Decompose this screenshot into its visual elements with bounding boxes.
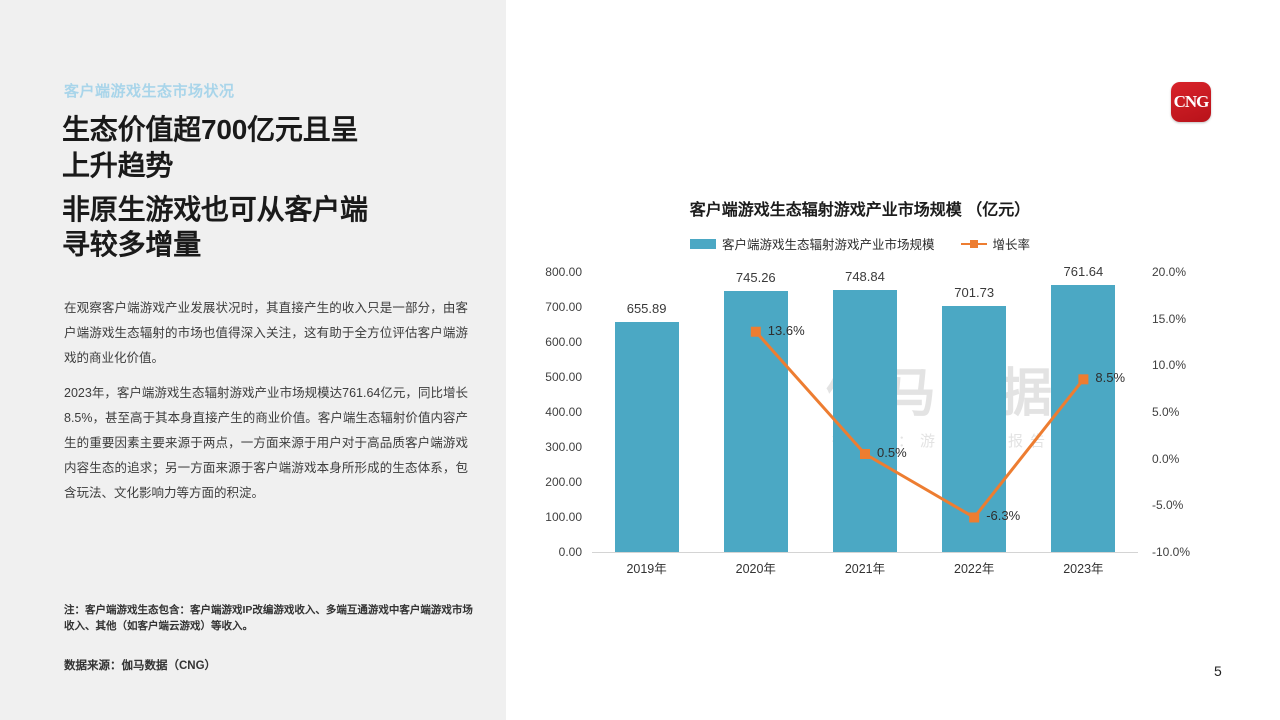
bar-value-label: 701.73 [954, 285, 995, 301]
line-data-point [969, 512, 980, 523]
logo-text: CNG [1173, 92, 1210, 111]
y-tick-left: 200.00 [545, 475, 582, 489]
line-data-point [860, 449, 870, 459]
y-tick-left: 700.00 [545, 300, 582, 314]
body-copy: 在观察客户端游戏产业发展状况时，其直接产生的收入只是一部分，由客户端游戏生态辐射… [64, 296, 468, 516]
growth-rate-line-series [750, 326, 1089, 523]
y-tick-left: 800.00 [545, 265, 582, 279]
y-axis-left: 800.00 700.00 600.00 500.00 400.00 300.00 200.… [530, 265, 592, 559]
x-axis-label: 2020年 [735, 562, 776, 576]
legend-swatch-bar-icon [689, 238, 716, 249]
data-source-text: 数据来源：伽马数据（CNG） [64, 659, 217, 672]
x-axis-label: 2023年 [1063, 562, 1104, 576]
bar-value-label: 761.64 [1063, 264, 1104, 280]
bar-value-label: 748.84 [845, 268, 885, 284]
body-paragraph-2: 2023年，客户端游戏生态辐射游戏产业市场规模达761.64亿元，同比增长8.5… [64, 386, 468, 500]
legend-label-bar: 客户端游戏生态辐射游戏产业市场规模 [721, 238, 935, 252]
bar-slot: 748.84 [810, 268, 919, 552]
legend-swatch-line-icon [960, 239, 987, 249]
y-tick-right: 15.0% [1152, 311, 1187, 326]
chart-plot-area: 800.00 700.00 600.00 500.00 400.00 300.00 200.… [530, 264, 1230, 576]
y-axis-right: 20.0% 15.0% 10.0% 5.0% 0.0% -5.0% -10.0% [1138, 265, 1218, 559]
y-tick-right: 5.0% [1152, 405, 1180, 419]
page-number: 5 [1214, 663, 1222, 679]
headline-line-2: 上升趋势 [62, 149, 174, 181]
bar [942, 306, 1007, 552]
legend-item-line: 增长率 [960, 234, 1031, 253]
line-data-point [1078, 374, 1089, 385]
y-tick-right: 0.0% [1152, 451, 1180, 466]
x-axis-label: 2022年 [954, 562, 995, 576]
footnote-block: 注：客户端游戏生态包含：客户端游戏IP改编游戏收入、多端互通游戏中客户端游戏市场… [64, 602, 474, 673]
headline-line-4: 寻较多增量 [62, 229, 202, 261]
line-value-label: -6.3% [986, 508, 1021, 524]
y-tick-left: 600.00 [545, 335, 582, 349]
bar-slot: 745.26 [701, 270, 810, 552]
growth-rate-polyline [754, 330, 1085, 520]
headline-line-3: 非原生游戏也可从客户端 [62, 193, 368, 225]
x-axis-label: 2021年 [844, 562, 886, 576]
legend-label-line: 增长率 [992, 238, 1031, 252]
line-value-label: 0.5% [877, 445, 907, 460]
section-eyebrow: 客户端游戏生态市场状况 [64, 83, 235, 100]
bar-value-label: 745.26 [735, 270, 776, 286]
footnote-text: 注：客户端游戏生态包含：客户端游戏IP改编游戏收入、多端互通游戏中客户端游戏市场… [64, 604, 473, 633]
x-axis-label: 2019年 [626, 562, 667, 576]
y-tick-left: 500.00 [545, 370, 582, 384]
y-tick-right: 20.0% [1152, 265, 1187, 279]
bar-slot: 761.64 [1029, 264, 1138, 552]
y-tick-right: -10.0% [1152, 545, 1191, 559]
body-paragraph-1: 在观察客户端游戏产业发展状况时，其直接产生的收入只是一部分，由客户端游戏生态辐射… [64, 301, 468, 365]
y-tick-right: -5.0% [1152, 498, 1184, 513]
headline-line-1: 生态价值超700亿元且呈 [62, 114, 359, 145]
y-tick-left: 300.00 [545, 440, 582, 454]
bar [832, 289, 897, 552]
chart-legend: 客户端游戏生态辐射游戏产业市场规模 增长率 [540, 234, 1180, 253]
x-axis-line [592, 552, 1138, 553]
left-content-panel: 客户端游戏生态市场状况 生态价值超700亿元且呈 上升趋势 非原生游戏也可从客户… [0, 0, 506, 720]
line-data-point [750, 326, 761, 337]
bar-slot: 655.89 [592, 272, 701, 552]
y-tick-left: 400.00 [545, 405, 582, 419]
x-axis-labels: 2019年 2020年 2021年 2022年 2023年 [592, 558, 1138, 582]
legend-item-bar: 客户端游戏生态辐射游戏产业市场规模 [689, 234, 935, 253]
bar-series: 655.89 745.26 748.84 701.73 761.64 [592, 264, 1138, 552]
y-tick-left: 100.00 [545, 510, 582, 524]
line-value-label: 8.5% [1095, 370, 1126, 386]
chart-title: 客户端游戏生态辐射游戏产业市场规模 （亿元） [689, 202, 1031, 219]
y-tick-right: 10.0% [1152, 358, 1187, 373]
bar [1051, 285, 1116, 552]
y-tick-left: 0.00 [558, 545, 582, 559]
bar [614, 322, 679, 552]
page-title: 生态价值超700亿元且呈 上升趋势 非原生游戏也可从客户端 寻较多增量 [62, 112, 462, 263]
bar-value-label: 655.89 [626, 301, 667, 317]
cng-logo: CNG [1171, 82, 1211, 122]
line-value-label: 13.6% [767, 322, 805, 338]
bar-slot: 701.73 [920, 272, 1029, 552]
